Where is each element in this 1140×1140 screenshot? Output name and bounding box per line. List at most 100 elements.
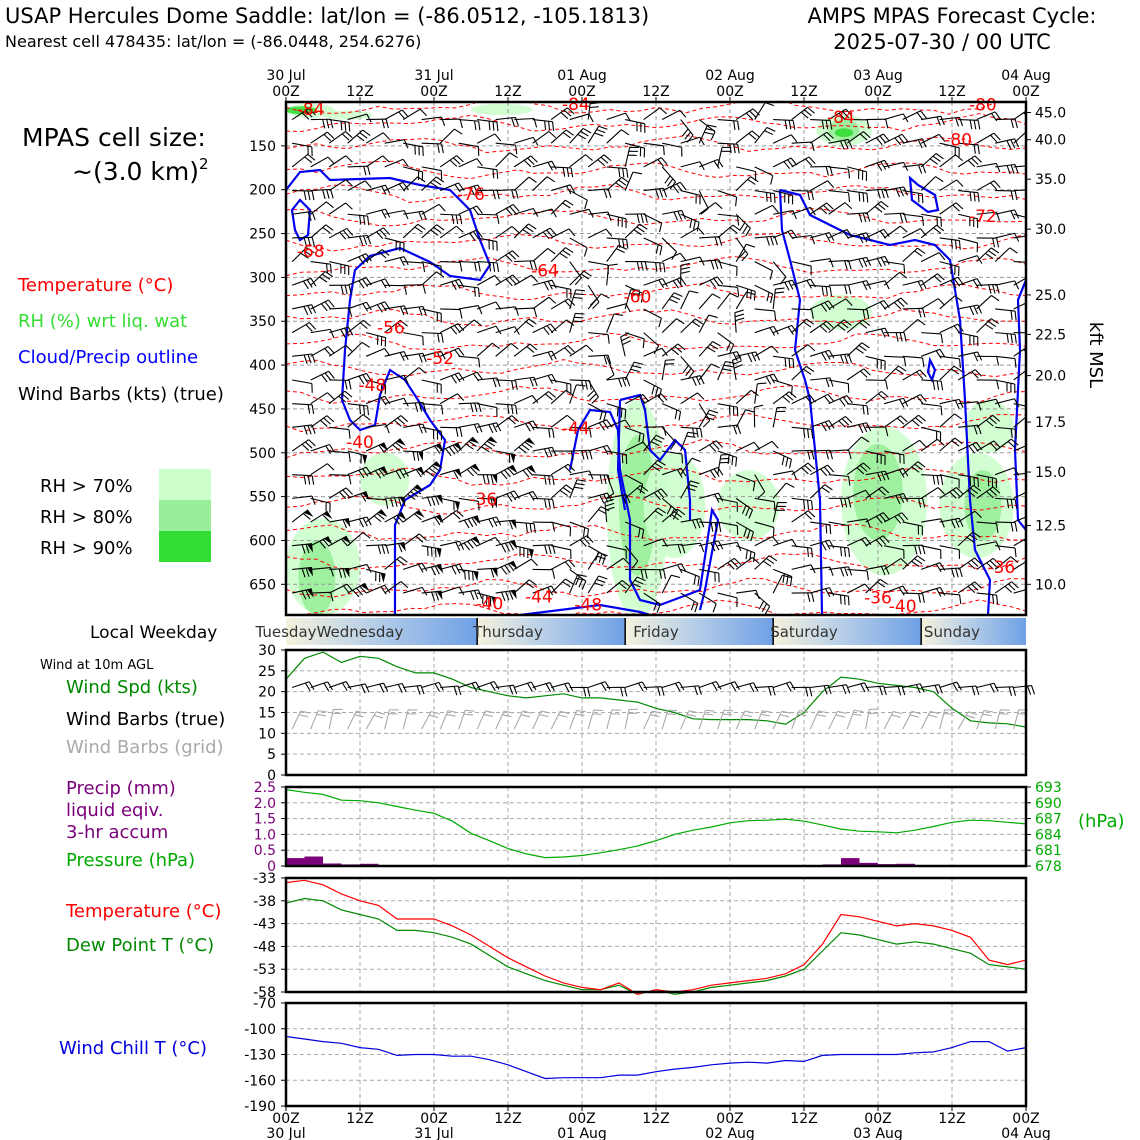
- wind-barb-flag: [935, 176, 944, 183]
- wind-barb: [995, 308, 1016, 312]
- wind-barb-flag: [951, 239, 953, 249]
- wind-barb: [477, 377, 498, 381]
- wind-barb-flag: [758, 600, 765, 610]
- wind-barb: [865, 228, 884, 239]
- wind-barb: [458, 205, 478, 215]
- wind-barb-flag: [712, 442, 720, 450]
- wind-barb: [994, 438, 1012, 452]
- wind-barb-flag: [770, 175, 774, 185]
- wind-barb: [347, 113, 368, 121]
- wind-barb: [606, 129, 622, 144]
- wind-barb-flag: [709, 444, 717, 452]
- wind-barb: [661, 403, 681, 412]
- precip-bar: [286, 858, 305, 866]
- wind-barb-flag: [525, 582, 534, 589]
- wind-barb-flag: [741, 253, 749, 262]
- wind-barb-flag: [418, 533, 427, 541]
- wind-barb: [328, 535, 347, 547]
- wind-barb: [846, 342, 863, 357]
- wind-barb: [329, 567, 350, 570]
- wind-barb-flag: [515, 144, 518, 155]
- wind-barb: [680, 426, 701, 430]
- wind-barb-flag: [653, 492, 661, 501]
- wind-barb-flag: [418, 424, 423, 434]
- temperature-label: -40: [346, 433, 374, 453]
- wind-barb-flag: [301, 112, 310, 120]
- wind-barb-flag: [450, 326, 458, 335]
- wind-barb-flag: [508, 276, 517, 285]
- wind-barb: [569, 449, 590, 452]
- wind-barb-flag: [717, 492, 724, 502]
- wind-barb-flag: [956, 179, 964, 187]
- surface-wind-barb-flag: [475, 681, 481, 691]
- surface-wind-barb-flag: [457, 685, 462, 696]
- wind-barb: [772, 407, 778, 428]
- wind-barb-flag: [932, 475, 936, 485]
- rh-area: [360, 452, 410, 506]
- wind-barb: [569, 289, 577, 310]
- wind-barb-flag: [495, 325, 502, 335]
- wind-barb-flag: [533, 377, 538, 387]
- wind-barb-flag: [807, 592, 811, 602]
- wind-barb: [995, 118, 1016, 121]
- surface-wind-barb-flag: [1012, 686, 1017, 696]
- wind-barb-flag: [1028, 302, 1034, 309]
- wind-barb-flag: [478, 262, 481, 272]
- wind-barb: [791, 394, 810, 405]
- top-date-label: 31 Jul: [414, 68, 453, 84]
- wind-barb-flag: [546, 229, 554, 238]
- wind-barb-flag: [774, 310, 777, 321]
- wind-barb-flag: [616, 248, 625, 254]
- wind-barb: [532, 350, 553, 357]
- grid-wind-barb-flag: [356, 710, 366, 714]
- wind-barb-flag: [843, 595, 846, 605]
- wind-barb-flag: [755, 351, 761, 361]
- surface-wind-barb: [680, 685, 699, 689]
- wind-barb-flag: [433, 226, 442, 234]
- top-hour-label: 00Z: [568, 84, 595, 100]
- wind-barb-flag: [712, 293, 721, 299]
- wind-barb-flag: [916, 395, 924, 404]
- wind-barb-flag: [911, 419, 920, 427]
- wind-barb: [957, 531, 974, 547]
- surface-wind-barb-flag: [397, 684, 403, 693]
- wind-barb: [717, 213, 738, 217]
- surface-wind-barb-flag: [694, 685, 698, 696]
- wind-barb: [735, 291, 748, 310]
- wind-barb: [846, 489, 866, 499]
- wind-barb-flag: [862, 233, 868, 243]
- wind-barb-flag: [746, 291, 756, 296]
- wind-barb-flag: [504, 469, 511, 478]
- wind-barb: [329, 261, 349, 267]
- grid-wind-barb: [920, 711, 931, 730]
- wind-barb-flag: [451, 566, 457, 575]
- wind-barb: [847, 256, 867, 263]
- wind-barb-flag: [307, 153, 316, 161]
- wind-barb: [366, 379, 386, 386]
- wind-barb-flag: [785, 482, 795, 488]
- wind-barb: [514, 207, 534, 215]
- wind-barb-flag: [430, 566, 436, 576]
- wind-barb-flag: [900, 297, 908, 305]
- wind-barb-flag: [568, 559, 576, 568]
- wind-barb-flag: [741, 505, 747, 514]
- wind-barb: [828, 228, 848, 239]
- wind-barb: [624, 289, 632, 310]
- wind-barb-flag: [528, 421, 535, 431]
- wind-barb-flag: [511, 404, 514, 415]
- wind-barb-flag: [733, 143, 736, 154]
- y-tick-label: -100: [244, 1022, 276, 1038]
- wind-barb-flag: [822, 323, 831, 331]
- wind-barb: [957, 581, 975, 594]
- wind-barb-flag: [376, 231, 384, 239]
- wind-barb-flag: [967, 159, 976, 168]
- wind-barb-flag: [567, 345, 575, 353]
- wind-barb: [620, 336, 626, 357]
- wind-barb-flag: [775, 287, 785, 290]
- wind-barb: [920, 133, 940, 144]
- wind-barb-flag: [508, 252, 517, 260]
- wind-barb-flag: [395, 441, 404, 449]
- wind-barb-flag: [441, 405, 444, 415]
- wind-barb: [477, 118, 498, 123]
- wind-barb-flag: [463, 519, 470, 529]
